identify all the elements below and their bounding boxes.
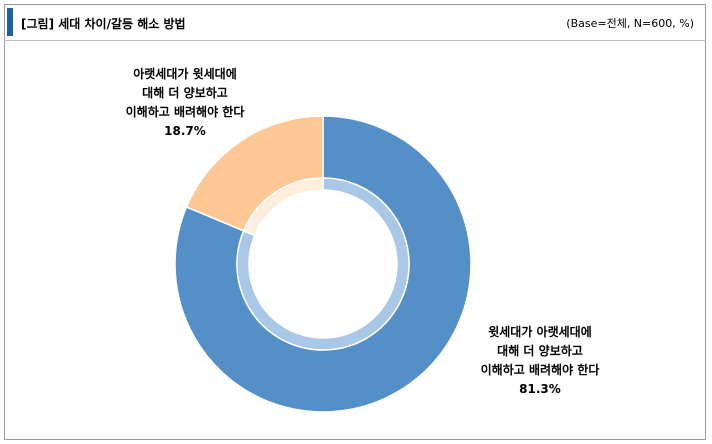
slice-label-line: 대해 더 양보하고: [142, 85, 228, 100]
slice-label-line: 대해 더 양보하고: [497, 343, 583, 358]
slice-value-label: 18.7%: [164, 124, 206, 138]
header-divider: [4, 40, 706, 41]
slice-label-line: 이해하고 배려해야 한다: [126, 104, 245, 119]
slice-label-line: 아랫세대가 윗세대에: [133, 66, 237, 81]
title-accent-bar: [7, 8, 13, 36]
slice-label-line: 이해하고 배려해야 한다: [481, 362, 600, 377]
slice-value-label: 81.3%: [519, 382, 561, 396]
chart-header: [그림] 세대 차이/갈등 해소 방법 (Base=전체, N=600, %): [4, 4, 706, 38]
slice-minor-inner-ring: [242, 177, 324, 237]
chart-title: [그림] 세대 차이/갈등 해소 방법: [21, 17, 186, 31]
slice-label-line: 윗세대가 아랫세대에: [488, 324, 592, 339]
base-note: (Base=전체, N=600, %): [566, 17, 694, 30]
